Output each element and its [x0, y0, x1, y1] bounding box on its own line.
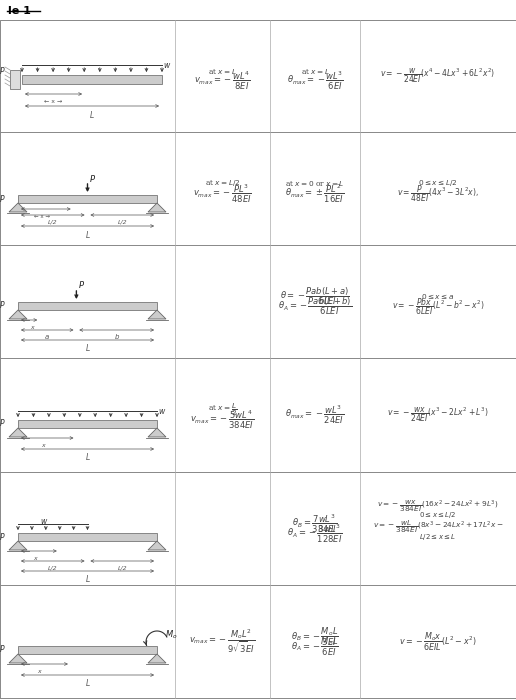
Polygon shape	[148, 310, 166, 319]
Text: x: x	[30, 325, 34, 330]
Text: w: w	[163, 60, 169, 69]
Text: $v = -\dfrac{wx}{384EI}(16x^2 - 24Lx^2 + 9L^3)$: $v = -\dfrac{wx}{384EI}(16x^2 - 24Lx^2 +…	[377, 499, 499, 514]
Text: x: x	[37, 669, 41, 674]
Text: L: L	[85, 344, 90, 353]
Text: P: P	[0, 533, 4, 542]
Text: $v_{max} = -\dfrac{wL^4}{8EI}$: $v_{max} = -\dfrac{wL^4}{8EI}$	[194, 70, 251, 92]
Polygon shape	[148, 541, 166, 550]
Text: L/2: L/2	[48, 220, 58, 225]
Text: P: P	[79, 281, 84, 290]
Bar	[22, 75, 162, 84]
Text: $\theta_A = -\dfrac{Pab(L+b)}{6LEI}$: $\theta_A = -\dfrac{Pab(L+b)}{6LEI}$	[278, 295, 352, 317]
Text: P: P	[0, 419, 4, 428]
Polygon shape	[9, 310, 27, 319]
Bar	[18, 302, 157, 310]
Text: at $x = L$: at $x = L$	[208, 66, 237, 76]
Bar	[18, 420, 157, 428]
Text: $\theta_{max} = -\dfrac{wL^3}{6EI}$: $\theta_{max} = -\dfrac{wL^3}{6EI}$	[286, 70, 344, 92]
Text: $v = -\dfrac{wL}{384EI}(8x^3 - 24Lx^2 + 17L^2x -$: $v = -\dfrac{wL}{384EI}(8x^3 - 24Lx^2 + …	[373, 518, 503, 535]
Text: P: P	[0, 302, 4, 311]
Text: P: P	[0, 195, 4, 204]
Text: at $x = L/2$: at $x = L/2$	[205, 178, 240, 188]
Text: a: a	[45, 334, 50, 340]
Text: at $x = L$: at $x = L$	[301, 66, 329, 76]
Text: $0 \leq x \leq L/2$: $0 \leq x \leq L/2$	[420, 510, 457, 521]
Text: b: b	[115, 334, 119, 340]
Text: $L/2 \leq x \leq L$: $L/2 \leq x \leq L$	[420, 531, 457, 542]
Text: P: P	[90, 174, 95, 183]
Text: $\theta = -\dfrac{Pab(L+a)}{6LEI}$: $\theta = -\dfrac{Pab(L+a)}{6LEI}$	[280, 286, 350, 307]
Bar	[18, 533, 157, 541]
Text: L: L	[85, 679, 90, 688]
Text: x: x	[33, 556, 37, 561]
Text: L: L	[85, 231, 90, 240]
Text: $v_{max} = -\dfrac{M_oL^2}{9\sqrt{3}EI}$: $v_{max} = -\dfrac{M_oL^2}{9\sqrt{3}EI}$	[189, 628, 255, 655]
Text: $v = -\dfrac{w}{24EI}(x^4 - 4Lx^3 + 6L^2x^2)$: $v = -\dfrac{w}{24EI}(x^4 - 4Lx^3 + 6L^2…	[380, 66, 495, 85]
Text: $\theta_A = -\dfrac{M_oL}{6EI}$: $\theta_A = -\dfrac{M_oL}{6EI}$	[291, 636, 339, 657]
Polygon shape	[148, 428, 166, 437]
Text: $\theta_{max} = -\dfrac{wL^3}{24EI}$: $\theta_{max} = -\dfrac{wL^3}{24EI}$	[285, 404, 345, 426]
Text: $v = -\dfrac{M_ox}{6EIL}(L^2 - x^2)$: $v = -\dfrac{M_ox}{6EIL}(L^2 - x^2)$	[399, 631, 477, 652]
Bar	[18, 195, 157, 203]
Polygon shape	[9, 203, 27, 212]
Text: $v = -\dfrac{Pbx}{6LEI}(L^2 - b^2 - x^2)$: $v = -\dfrac{Pbx}{6LEI}(L^2 - b^2 - x^2)…	[392, 296, 485, 316]
Text: $v = \dfrac{P}{48EI}(4x^3 - 3L^2x),$: $v = \dfrac{P}{48EI}(4x^3 - 3L^2x),$	[397, 183, 479, 204]
Text: $\theta_A = -\dfrac{3wL^3}{128EI}$: $\theta_A = -\dfrac{3wL^3}{128EI}$	[287, 522, 343, 545]
Text: x: x	[41, 443, 45, 448]
Text: $v = -\dfrac{wx}{24EI}(x^3 - 2Lx^2 + L^3)$: $v = -\dfrac{wx}{24EI}(x^3 - 2Lx^2 + L^3…	[387, 406, 489, 424]
Text: w: w	[40, 517, 46, 526]
Text: L: L	[85, 575, 90, 584]
Text: P: P	[0, 67, 4, 76]
Text: at $x = \dfrac{L}{2}$: at $x = \dfrac{L}{2}$	[207, 402, 237, 418]
Polygon shape	[148, 203, 166, 212]
Text: P: P	[0, 645, 4, 654]
Text: w: w	[158, 407, 164, 416]
Polygon shape	[148, 654, 166, 663]
Bar	[10, 70, 20, 89]
Text: $v_{max} = -\dfrac{5wL^4}{384EI}$: $v_{max} = -\dfrac{5wL^4}{384EI}$	[190, 409, 254, 431]
Text: $\theta_B = \dfrac{7wL^3}{384EI}$: $\theta_B = \dfrac{7wL^3}{384EI}$	[292, 512, 337, 535]
Text: $\theta_{max} = \pm\dfrac{PL^2}{16EI}$: $\theta_{max} = \pm\dfrac{PL^2}{16EI}$	[285, 183, 345, 204]
Text: L: L	[90, 111, 94, 120]
Text: $\theta_B = -\dfrac{M_oL}{3EI}$: $\theta_B = -\dfrac{M_oL}{3EI}$	[291, 625, 339, 648]
Text: ← x →: ← x →	[44, 99, 62, 104]
Text: $M_o$: $M_o$	[165, 628, 178, 640]
Text: L/2: L/2	[118, 220, 127, 225]
Text: le 1: le 1	[8, 6, 31, 16]
Polygon shape	[9, 541, 27, 550]
Text: $0 \leq x \leq a$: $0 \leq x \leq a$	[422, 292, 455, 301]
Text: L: L	[85, 453, 90, 462]
Text: L/2: L/2	[118, 565, 127, 570]
Text: at $x = 0$ or $x = L$: at $x = 0$ or $x = L$	[285, 179, 345, 188]
Text: $v_{max} = -\dfrac{PL^3}{48EI}$: $v_{max} = -\dfrac{PL^3}{48EI}$	[193, 183, 252, 204]
Bar	[18, 646, 157, 654]
Text: $0 \leq x \leq L/2$: $0 \leq x \leq L/2$	[418, 178, 458, 188]
Polygon shape	[9, 654, 27, 663]
Text: ← x →: ← x →	[34, 214, 50, 219]
Text: L/2: L/2	[48, 565, 58, 570]
Polygon shape	[9, 428, 27, 437]
